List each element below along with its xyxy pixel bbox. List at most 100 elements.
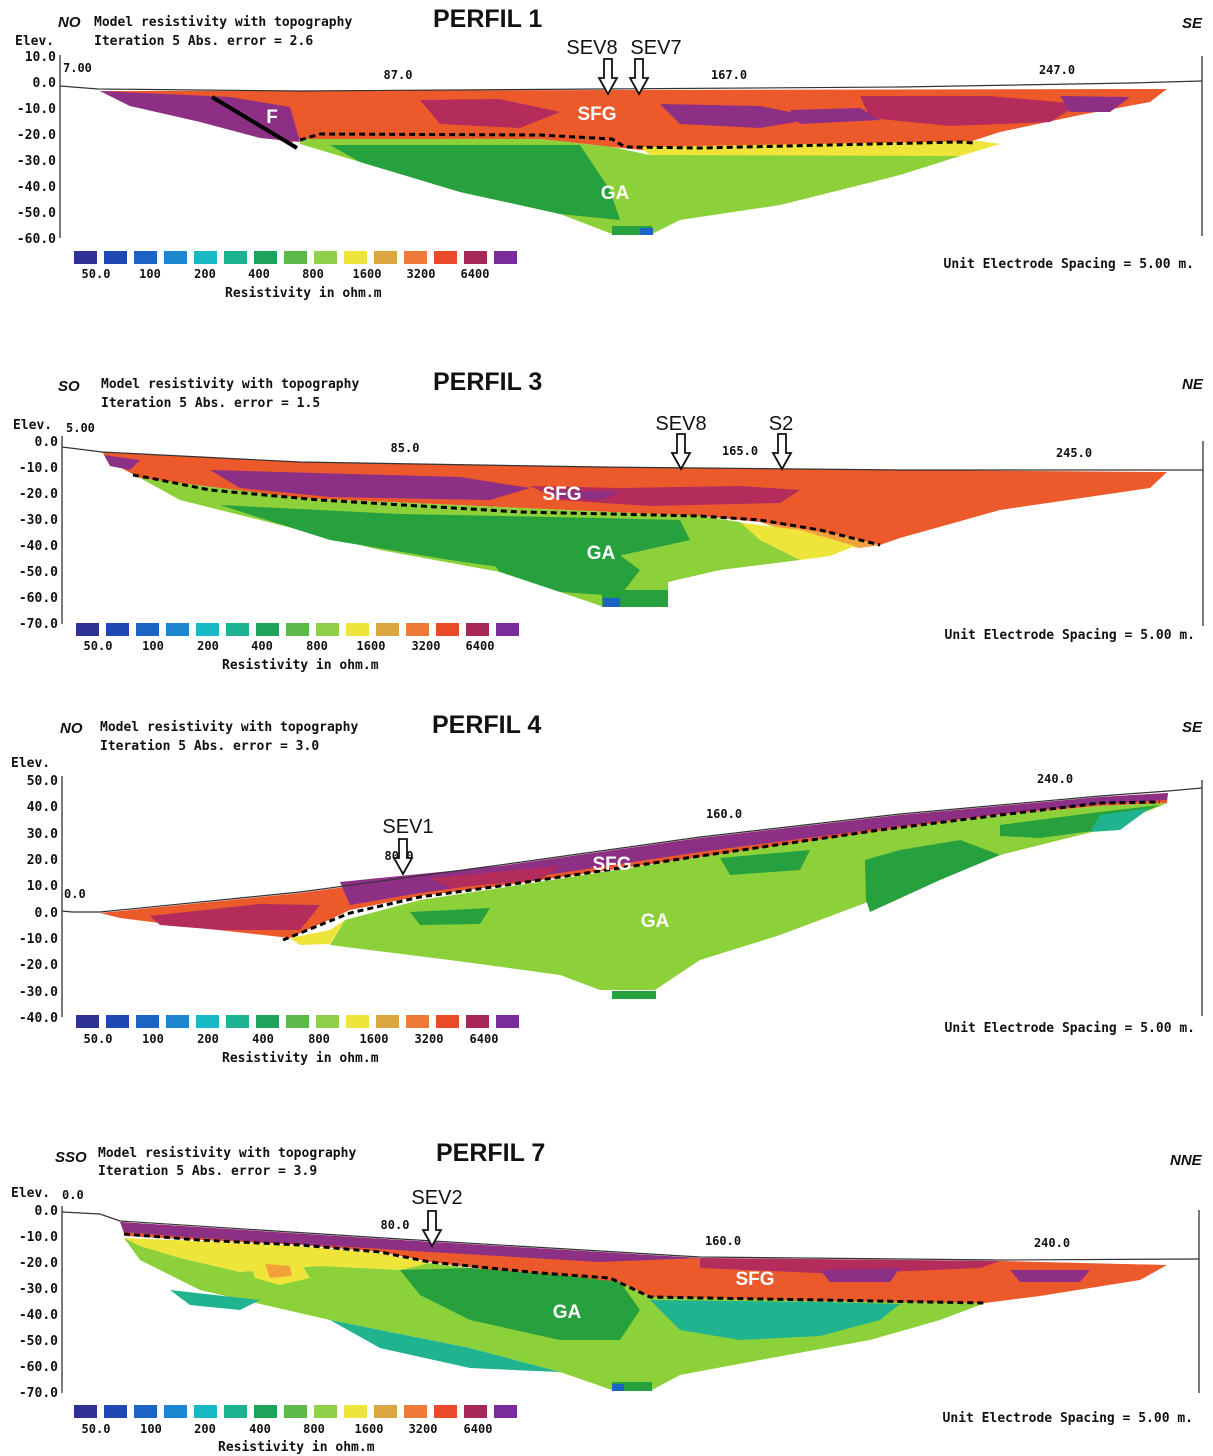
resistivity-zone — [150, 904, 320, 930]
resistivity-zone — [700, 1258, 1000, 1274]
resistivity-zone — [650, 1300, 900, 1340]
legend-label: 6400 — [470, 1032, 499, 1046]
legend-swatch — [106, 1015, 129, 1028]
resistivity-legend — [76, 623, 519, 636]
down-arrow-icon — [392, 838, 414, 876]
y-tick-label: -70.0 — [19, 617, 58, 632]
legend-label: 3200 — [412, 639, 441, 653]
legend-label: 200 — [194, 1422, 216, 1436]
legend-swatch — [196, 623, 219, 636]
y-tick-label: -50.0 — [19, 565, 58, 580]
legend-swatch — [256, 623, 279, 636]
panel-perfil-1: NO Model resistivity with topography Ite… — [15, 5, 1203, 301]
down-arrow-icon — [597, 58, 619, 96]
legend-swatch — [226, 1015, 249, 1028]
legend-swatch — [224, 251, 247, 264]
marker-label: SEV7 — [630, 37, 681, 59]
legend-swatch — [166, 1015, 189, 1028]
resistivity-zone — [290, 920, 345, 945]
layer-label-ga: GA — [601, 183, 630, 204]
iteration-text: Iteration 5 Abs. error = 3.0 — [100, 739, 319, 754]
layer-boundary — [132, 473, 881, 547]
legend-label: 400 — [252, 1032, 274, 1046]
x-tick-label: 247.0 — [1039, 63, 1075, 77]
elev-label: Elev. — [11, 1186, 50, 1201]
topography-line — [61, 787, 1203, 913]
legend-swatch — [136, 1015, 159, 1028]
legend-swatch — [74, 251, 97, 264]
legend-labels: 50.0 100 200 400 800 1600 3200 6400 — [84, 1032, 499, 1046]
legend-swatch — [464, 251, 487, 264]
y-tick-label: -20.0 — [19, 1256, 58, 1271]
resistivity-zone — [612, 991, 656, 999]
resistivity-zone — [603, 598, 620, 607]
resistivity-zone — [760, 522, 880, 548]
legend-label: 1600 — [355, 1422, 384, 1436]
direction-left: NO — [58, 14, 81, 31]
panel-perfil-3: SO Model resistivity with topography Ite… — [13, 368, 1204, 673]
direction-right: SE — [1182, 15, 1203, 32]
resistivity-zone — [400, 1268, 640, 1340]
panel-title: PERFIL 3 — [433, 368, 542, 396]
resistivity-zone — [612, 1384, 624, 1391]
legend-swatch — [284, 251, 307, 264]
legend-swatch — [256, 1015, 279, 1028]
elev-label: Elev. — [15, 34, 54, 49]
legend-label: 6400 — [461, 267, 490, 281]
y-tick-label: -20.0 — [19, 487, 58, 502]
resistivity-zone — [210, 470, 530, 500]
marker-sev2: SEV2 — [411, 1187, 463, 1248]
y-tick-label: 20.0 — [27, 853, 58, 868]
y-tick-label: -60.0 — [19, 591, 58, 606]
panel-perfil-4: NO Model resistivity with topography Ite… — [11, 711, 1203, 1066]
iteration-text: Iteration 5 Abs. error = 1.5 — [101, 396, 320, 411]
layer-label-sfg: SFG — [592, 854, 631, 875]
legend-swatch — [406, 623, 429, 636]
y-tick-label: 10.0 — [27, 879, 58, 894]
layer-boundary — [282, 800, 1161, 942]
resistivity-zone — [735, 522, 855, 560]
x-tick-labels: 7.00 87.0 167.0 247.0 — [63, 61, 1075, 82]
marker-label: SEV2 — [411, 1187, 462, 1209]
legend-swatch — [344, 251, 367, 264]
legend-swatch — [74, 1405, 97, 1418]
legend-swatch — [434, 1405, 457, 1418]
legend-label: 3200 — [409, 1422, 438, 1436]
x-tick-label: 167.0 — [711, 68, 747, 82]
legend-swatch — [466, 1015, 489, 1028]
topography-line — [59, 80, 1203, 92]
x-tick-labels: 0.0 80.0 160.0 240.0 — [62, 1188, 1070, 1250]
x-tick-label: 165.0 — [722, 444, 758, 458]
layer-boundary — [123, 1232, 986, 1305]
y-tick-label: 0.0 — [33, 76, 57, 91]
legend-label: 1600 — [357, 639, 386, 653]
resistivity-section — [102, 452, 1167, 607]
legend-swatch — [286, 623, 309, 636]
legend-swatch — [284, 1405, 307, 1418]
marker-sev1: SEV1 — [382, 816, 434, 876]
x-tick-label: 245.0 — [1056, 446, 1092, 460]
x-tick-label: 7.00 — [63, 61, 92, 75]
legend-swatch — [254, 1405, 277, 1418]
legend-swatch — [314, 251, 337, 264]
layer-label-f: F — [266, 107, 278, 128]
legend-label: 100 — [142, 1032, 164, 1046]
direction-left: SSO — [55, 1149, 87, 1166]
y-tick-label: 10.0 — [25, 50, 56, 65]
model-title: Model resistivity with topography — [94, 15, 352, 30]
resistivity-zone — [720, 850, 810, 875]
y-tick-label: -50.0 — [17, 206, 56, 221]
marker-label: SEV8 — [566, 37, 617, 59]
y-tick-label: -60.0 — [17, 232, 56, 247]
legend-swatch — [496, 623, 519, 636]
y-tick-label: -40.0 — [19, 539, 58, 554]
legend-swatch — [194, 251, 217, 264]
marker-sev7: SEV7 — [628, 37, 682, 96]
legend-label: 6400 — [464, 1422, 493, 1436]
layer-label-sfg: SFG — [577, 104, 616, 125]
legend-swatch — [104, 1405, 127, 1418]
direction-right: NNE — [1170, 1152, 1203, 1169]
resistivity-legend — [76, 1015, 519, 1028]
layer-label-ga: GA — [641, 911, 670, 932]
electrode-spacing: Unit Electrode Spacing = 5.00 m. — [945, 628, 1195, 643]
